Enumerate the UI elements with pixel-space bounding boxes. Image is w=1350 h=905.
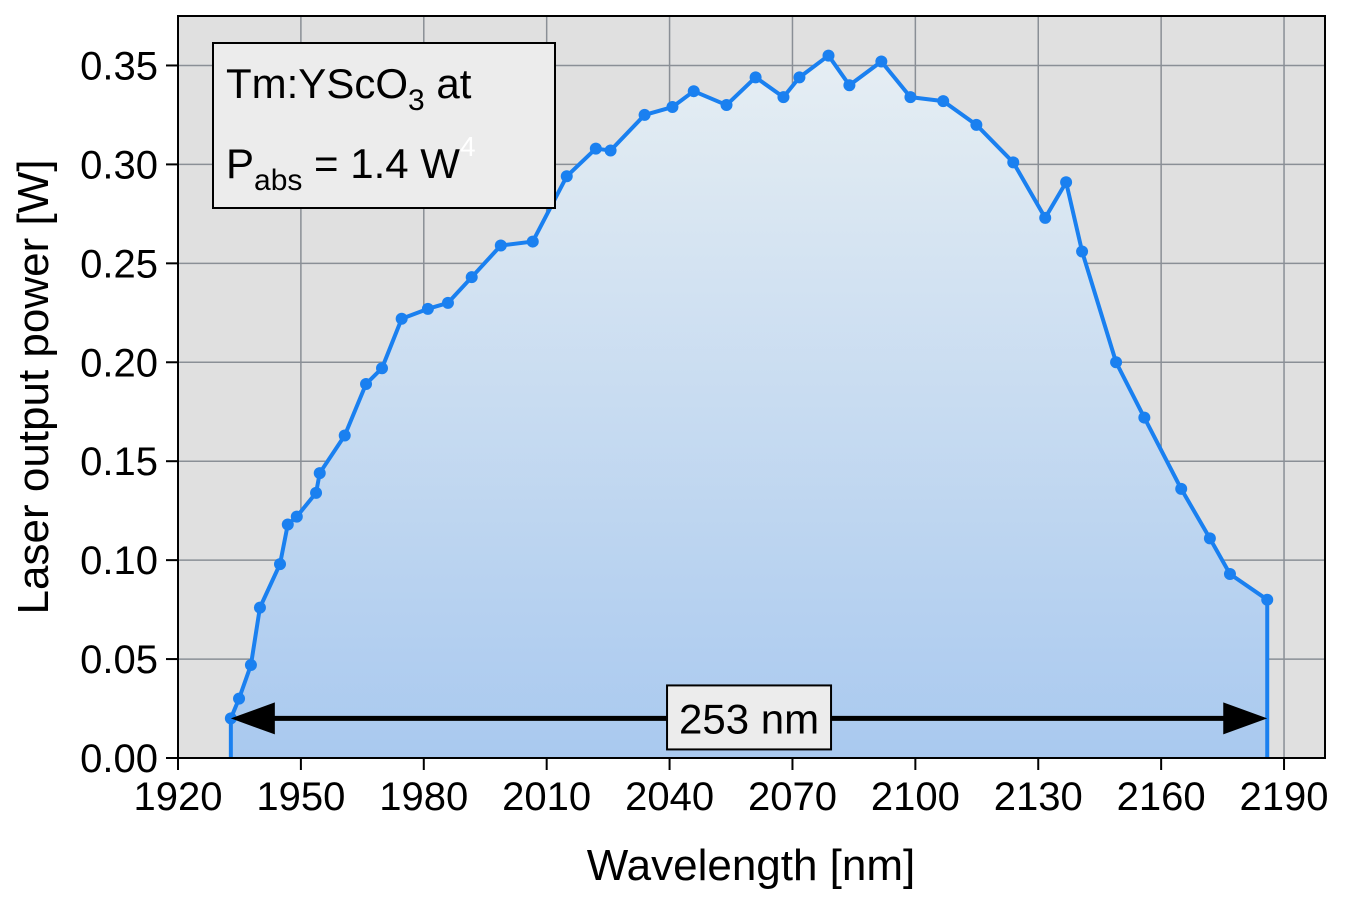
legend-line: Pabs = 1.4 W4: [226, 131, 476, 197]
data-point: [970, 118, 983, 131]
y-tick-label: 0.05: [80, 638, 158, 682]
x-tick-label: 2040: [625, 775, 714, 819]
y-axis-label: Laser output power [W]: [9, 160, 58, 615]
plot-frame: [177, 15, 1326, 759]
data-point: [494, 239, 507, 252]
y-tick-label: 0.35: [80, 44, 158, 88]
x-tick-label: 2160: [1117, 775, 1206, 819]
data-point: [310, 486, 323, 499]
x-tick-label: 2100: [871, 775, 960, 819]
data-point: [376, 362, 389, 375]
data-point: [822, 49, 835, 62]
data-point: [274, 558, 287, 571]
legend-text: Tm:YScO: [226, 60, 408, 107]
data-point: [937, 95, 950, 108]
data-point: [290, 510, 303, 523]
data-point: [589, 142, 602, 155]
data-point: [526, 235, 539, 248]
data-point: [338, 429, 351, 442]
data-point: [1138, 411, 1151, 424]
data-point: [1261, 593, 1274, 606]
legend-line: Tm:YScO3 at: [226, 60, 472, 117]
x-tick-label: 2010: [502, 775, 591, 819]
legend-text: = 1.4 W: [302, 140, 460, 187]
data-point: [1223, 567, 1236, 580]
data-point: [904, 91, 917, 104]
bandwidth-box: [666, 684, 833, 751]
data-point: [687, 85, 700, 98]
legend-text: P: [226, 140, 254, 187]
data-point: [720, 99, 733, 112]
x-tick-label: 1980: [379, 775, 468, 819]
data-point: [1110, 356, 1123, 369]
data-point: [281, 518, 294, 531]
x-tick-label: 2130: [994, 775, 1083, 819]
x-tick-label: 2070: [748, 775, 837, 819]
data-point: [875, 55, 888, 68]
data-point: [793, 71, 806, 84]
data-point: [749, 71, 762, 84]
data-point: [253, 601, 266, 614]
data-point: [313, 467, 326, 480]
data-point: [465, 271, 478, 284]
x-axis-label: Wavelength [nm]: [587, 841, 916, 890]
data-point: [777, 91, 790, 104]
legend-box: Tm:YScO3 at Pabs = 1.4 W4: [212, 42, 556, 209]
data-point: [638, 108, 651, 121]
data-point: [441, 296, 454, 309]
data-point: [560, 170, 573, 183]
legend-frame: [212, 42, 556, 209]
data-point: [1039, 211, 1052, 224]
data-point: [1007, 156, 1020, 169]
y-tick-label: 0.30: [80, 143, 158, 187]
bandwidth-label: 253 nm: [679, 695, 819, 742]
arrow-head: [230, 702, 275, 735]
data-point: [604, 144, 617, 157]
legend-superscript: 4: [460, 131, 476, 162]
y-tick-label: 0.25: [80, 242, 158, 286]
data-point: [1175, 482, 1188, 495]
data-point: [395, 312, 408, 325]
x-tick-label: 1920: [134, 775, 223, 819]
data-point: [666, 101, 679, 114]
data-point: [843, 79, 856, 92]
x-tick-label: 2190: [1240, 775, 1329, 819]
legend-subscript: 3: [408, 84, 425, 117]
y-tick-label: 0.20: [80, 341, 158, 385]
data-point: [421, 302, 434, 315]
data-point: [233, 692, 246, 705]
y-tick-label: 0.15: [80, 440, 158, 484]
data-point: [1076, 245, 1089, 258]
area-fill: [230, 55, 1268, 758]
legend-subscript: abs: [254, 164, 302, 197]
legend-text: at: [425, 60, 472, 107]
arrow-head: [1223, 702, 1268, 735]
data-point: [1060, 176, 1073, 189]
data-point: [360, 378, 373, 391]
y-tick-label: 0.10: [80, 539, 158, 583]
x-tick-label: 1950: [256, 775, 345, 819]
y-tick-label: 0.00: [80, 737, 158, 781]
data-point: [244, 659, 257, 672]
data-point: [1203, 532, 1216, 545]
